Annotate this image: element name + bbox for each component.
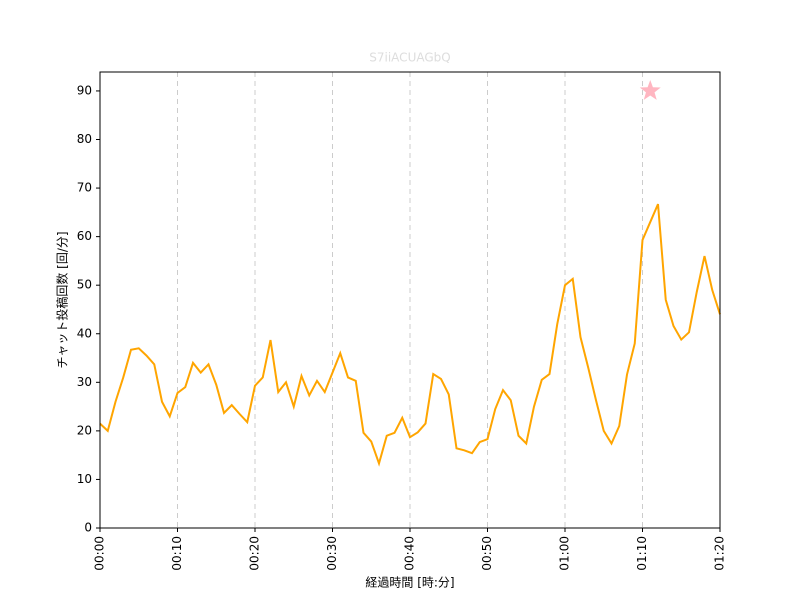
- x-tick-label: 00:00: [93, 536, 107, 571]
- x-tick-label: 00:20: [248, 536, 262, 571]
- data-line: [99, 203, 721, 467]
- x-tick-label: 00:50: [480, 536, 494, 571]
- y-tick-label: 10: [77, 472, 92, 486]
- x-tick-label: 01:20: [713, 536, 727, 571]
- x-tick-label: 00:30: [325, 536, 339, 571]
- y-tick-label: 80: [77, 132, 92, 146]
- y-tick-label: 30: [77, 375, 92, 389]
- x-tick-label: 00:40: [403, 536, 417, 571]
- star-marker: [639, 79, 661, 100]
- x-axis-label: 経過時間 [時:分]: [365, 576, 454, 590]
- x-tick-label: 00:10: [170, 536, 184, 571]
- chart-title: S7iiACUAGbQ: [369, 51, 450, 65]
- y-tick-label: 40: [77, 326, 92, 340]
- y-tick-label: 50: [77, 278, 92, 292]
- x-tick-label: 01:10: [635, 536, 649, 571]
- y-tick-label: 70: [77, 181, 92, 195]
- y-tick-label: 90: [77, 83, 92, 97]
- x-tick-label: 01:00: [558, 536, 572, 571]
- y-tick-label: 60: [77, 229, 92, 243]
- y-tick-label: 20: [77, 423, 92, 437]
- y-axis-label: チャット投稿回数 [回/分]: [55, 231, 70, 368]
- y-tick-label: 0: [84, 521, 92, 535]
- plot-frame: [99, 71, 721, 529]
